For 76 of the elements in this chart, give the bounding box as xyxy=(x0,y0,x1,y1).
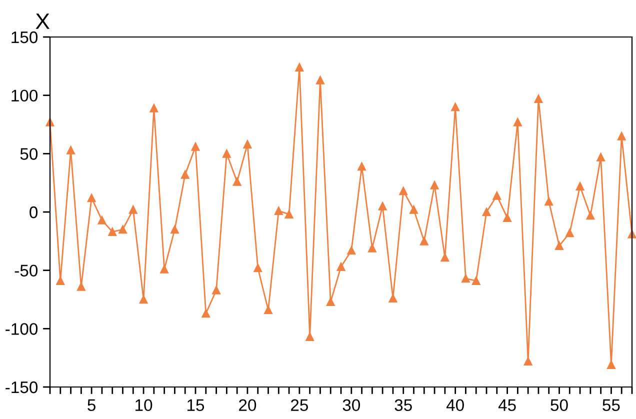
x-tick-label: 15 xyxy=(188,399,204,412)
point xyxy=(118,225,127,234)
point xyxy=(368,244,376,252)
point xyxy=(66,146,75,154)
point xyxy=(617,132,626,140)
point xyxy=(139,295,148,304)
point xyxy=(87,194,96,202)
point xyxy=(596,153,605,162)
point xyxy=(410,206,418,214)
point xyxy=(264,306,272,314)
y-tick-label: 50 xyxy=(20,148,38,160)
point xyxy=(503,214,512,222)
y-tick-label: 0 xyxy=(30,206,38,218)
point xyxy=(462,274,470,283)
point xyxy=(492,192,502,200)
point xyxy=(472,276,480,285)
point xyxy=(46,118,54,126)
point xyxy=(514,118,522,126)
point xyxy=(316,76,324,84)
point xyxy=(347,246,356,255)
point xyxy=(254,264,262,272)
point xyxy=(212,286,220,294)
point xyxy=(524,357,532,366)
point xyxy=(180,170,190,179)
x-tick-label: 50 xyxy=(550,399,568,412)
point xyxy=(191,142,200,151)
point xyxy=(544,197,554,206)
y-tick-label: -150 xyxy=(6,381,38,394)
point xyxy=(440,253,450,262)
y-tick-label: -50 xyxy=(14,264,38,277)
point xyxy=(399,186,408,196)
point xyxy=(284,210,294,218)
point xyxy=(451,102,460,112)
point xyxy=(534,94,543,103)
point xyxy=(274,206,283,215)
x-tick-label: 10 xyxy=(136,399,152,412)
point xyxy=(108,228,117,236)
point xyxy=(628,230,636,238)
point xyxy=(576,182,584,190)
point xyxy=(98,216,106,224)
point xyxy=(170,225,179,234)
point xyxy=(150,104,158,112)
chart-title: X xyxy=(36,14,50,29)
point xyxy=(586,211,595,220)
point xyxy=(326,298,335,306)
point xyxy=(565,228,574,238)
point xyxy=(430,181,439,190)
point xyxy=(160,265,168,274)
x-tick-label: 35 xyxy=(394,399,412,412)
point xyxy=(482,208,491,216)
x-tick-label: 20 xyxy=(239,399,256,412)
x-tick-label: 5 xyxy=(88,399,96,412)
point xyxy=(77,282,86,291)
point xyxy=(420,237,428,246)
x-tick-label: 40 xyxy=(446,399,464,412)
y-tick-label: 150 xyxy=(12,31,38,44)
x-tick-label: 45 xyxy=(498,399,516,412)
point xyxy=(336,262,346,271)
point xyxy=(222,150,231,158)
y-tick-label: 100 xyxy=(12,90,38,102)
point xyxy=(243,140,252,148)
x-tick-label: 25 xyxy=(291,399,308,412)
x-tick-label: 55 xyxy=(602,399,620,412)
point xyxy=(202,309,210,318)
point xyxy=(388,294,398,302)
point xyxy=(378,202,387,210)
point xyxy=(358,162,366,171)
y-tick-label: -100 xyxy=(6,323,38,335)
point xyxy=(128,206,138,214)
point xyxy=(607,360,616,369)
point xyxy=(232,178,242,186)
point xyxy=(295,63,304,72)
point xyxy=(555,242,564,250)
x-tick-label: 30 xyxy=(342,399,360,412)
point xyxy=(56,276,65,285)
point xyxy=(306,332,314,341)
